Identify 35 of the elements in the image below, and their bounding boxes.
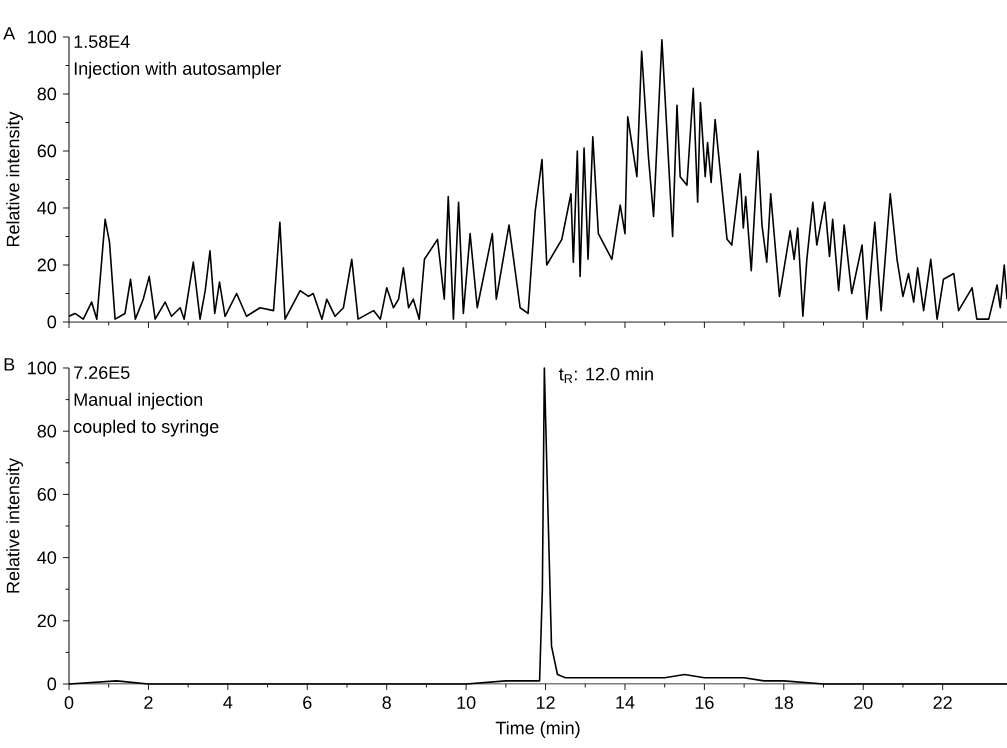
x-tick-label: 0: [64, 696, 74, 709]
y-tick-label: 60: [37, 488, 57, 501]
x-tick-label: 10: [457, 696, 476, 709]
y-tick-label: 40: [37, 201, 57, 215]
annotation: Injection with autosampler: [74, 61, 281, 79]
text: A: [3, 27, 16, 40]
x-tick-label: 8: [382, 696, 391, 709]
y-tick-label: 0: [47, 677, 57, 691]
text: B: [4, 358, 15, 371]
y-tick-label: 60: [37, 144, 57, 158]
y-tick-label: 0: [47, 315, 57, 329]
annotation: t$_{R}$: 12.0 min: [559, 367, 653, 383]
annotation: coupled to syringe: [73, 419, 219, 437]
y-axis-title: Relative intensity: [6, 458, 23, 593]
y-tick-label: 80: [37, 424, 57, 438]
annotation: 1.58E4: [74, 35, 130, 48]
x-axis-title: Time (min): [495, 721, 580, 738]
y-axis-title: Relative intensity: [6, 111, 23, 247]
y-tick-label: 100: [28, 30, 57, 44]
x-tick-label: 18: [775, 696, 794, 709]
x-tick-label: 6: [303, 696, 312, 709]
annotation: Manual injection: [74, 392, 203, 410]
y-tick-label: 100: [28, 361, 57, 375]
x-tick-label: 2: [144, 696, 153, 709]
x-tick-label: 14: [616, 696, 635, 709]
y-tick-label: 20: [37, 614, 57, 628]
y-tick-label: 20: [37, 258, 57, 272]
y-tick-label: 80: [37, 87, 57, 101]
x-tick-label: 22: [933, 696, 952, 709]
x-tick-label: 12: [536, 696, 555, 709]
x-tick-label: 20: [854, 696, 873, 709]
x-tick-label: 4: [223, 696, 233, 709]
annotation: 7.26E5: [74, 366, 130, 379]
y-tick-label: 40: [37, 551, 57, 564]
x-tick-label: 16: [695, 696, 714, 709]
